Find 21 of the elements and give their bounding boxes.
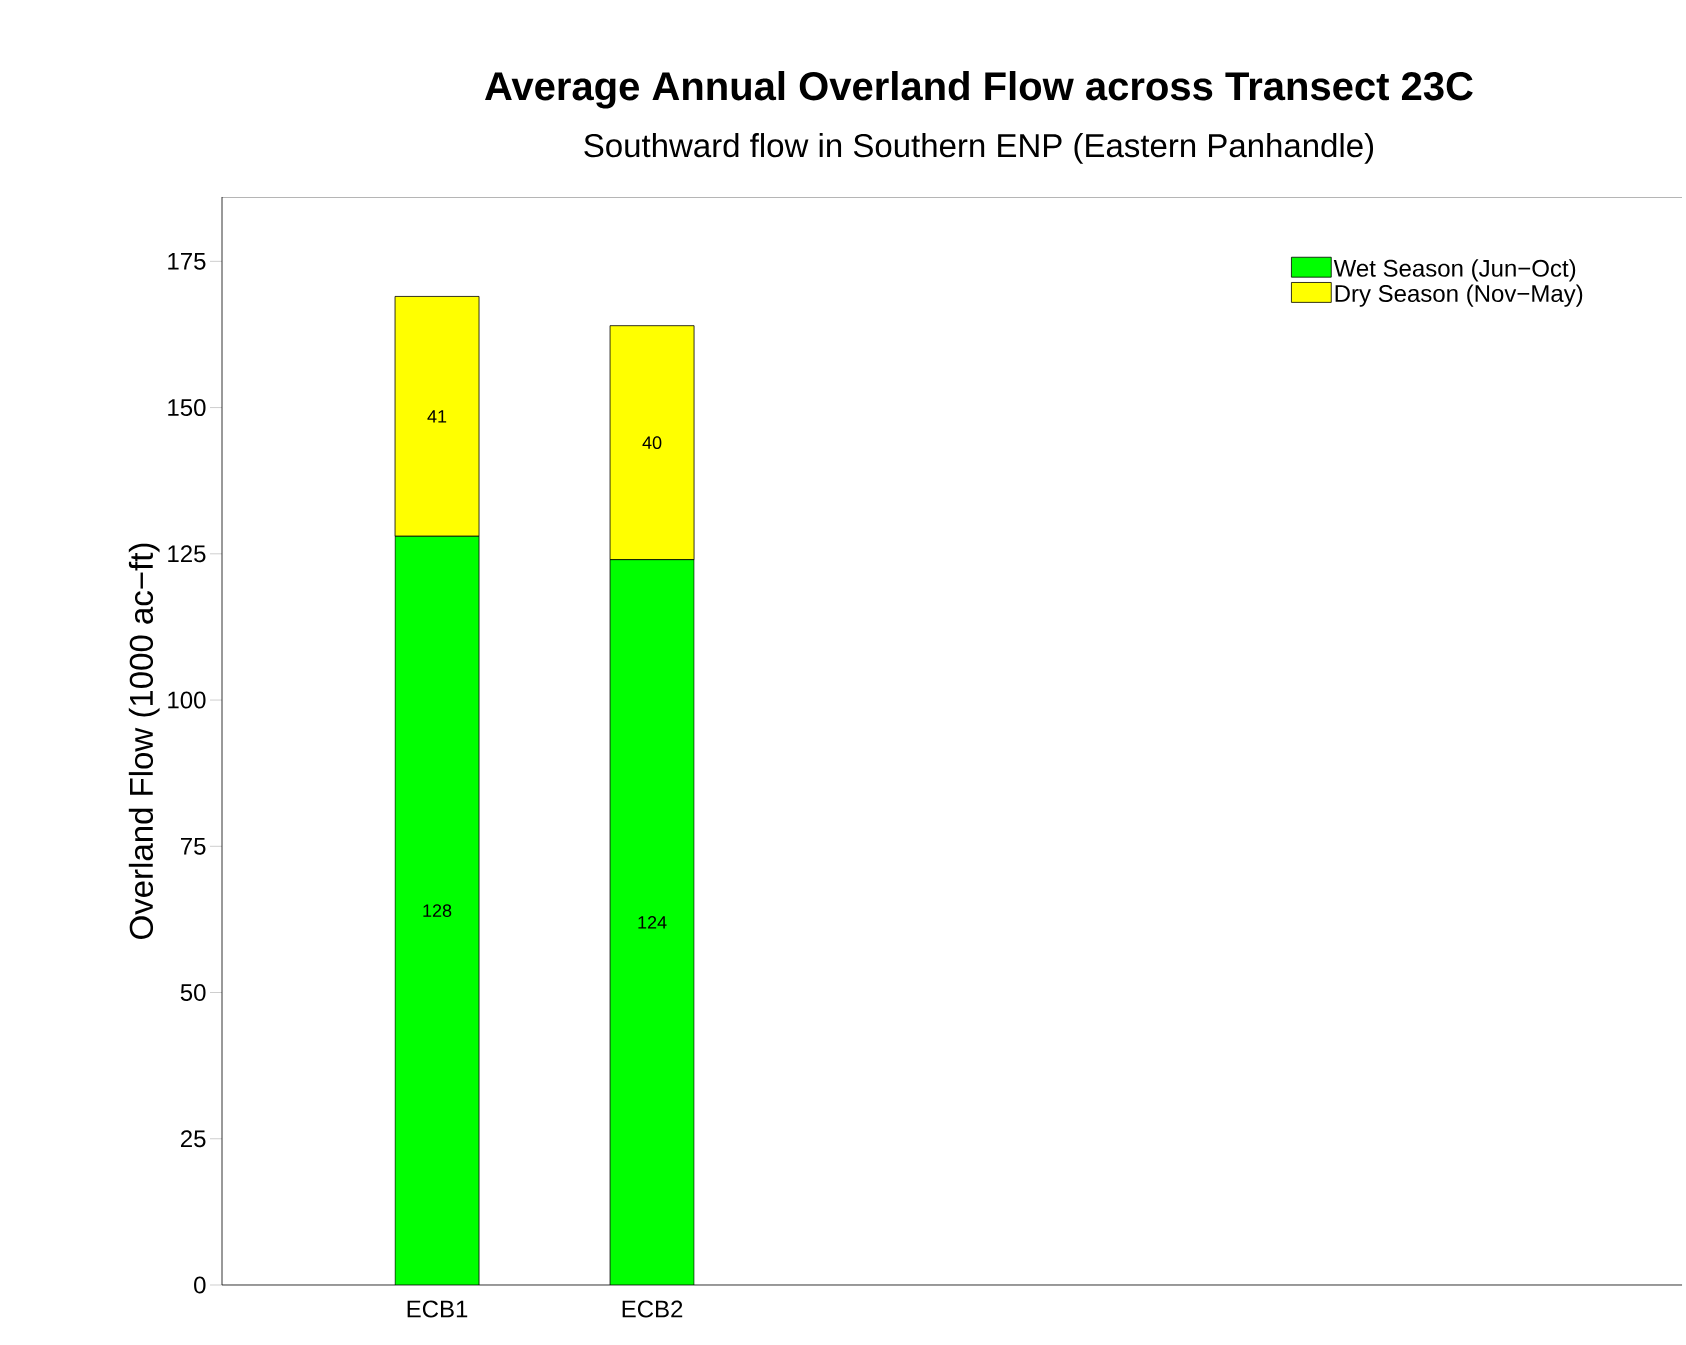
text: Average Annual Overland Flow across Transect 23C (485, 71, 1473, 109)
x-tick-label: ECB2 (622, 1300, 683, 1318)
legend-label: Wet Season (Jun−Oct) (1333, 259, 1576, 282)
bar (395, 536, 480, 1285)
data-label: 128 (423, 904, 452, 917)
y-tick-label: 75 (181, 837, 206, 855)
data-label: 40 (642, 436, 662, 450)
y-tick-label: 150 (168, 399, 206, 417)
y-tick-label: 125 (168, 545, 206, 563)
text: Southward flow in Southern ENP (Eastern Panhandle) (584, 133, 1374, 164)
y-tick-label: 0 (194, 1276, 206, 1294)
legend-label: Dry Season (Nov−May) (1335, 284, 1583, 307)
y-axis-title: Overland Flow (1000 ac−ft) (128, 543, 160, 939)
data-label: 124 (638, 916, 667, 929)
data-label: 41 (427, 410, 447, 423)
x-tick-label: ECB1 (407, 1300, 468, 1318)
y-tick-label: 50 (180, 984, 206, 1002)
bar (609, 559, 695, 1285)
y-tick-label: 100 (168, 691, 206, 709)
y-tick-label: 25 (180, 1130, 206, 1148)
y-tick-label: 175 (168, 252, 206, 270)
